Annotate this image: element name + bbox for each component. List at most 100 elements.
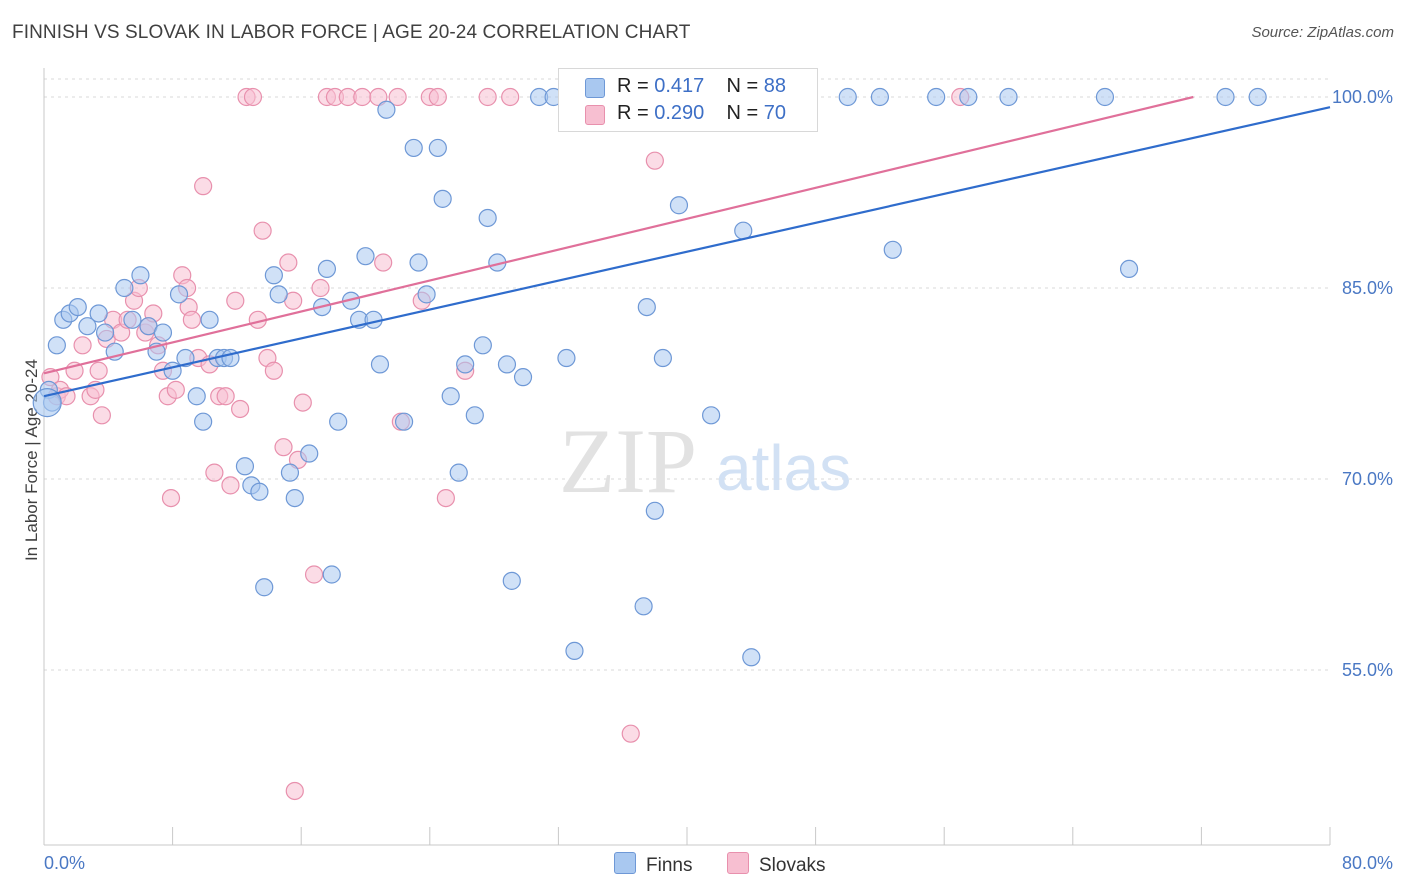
finns-point (883, 240, 902, 259)
finns-point (194, 412, 213, 431)
finns-point (123, 310, 142, 329)
finns-point (742, 648, 761, 667)
y-tick-label: 100.0% (1332, 87, 1393, 107)
finns-point (317, 259, 337, 278)
finns-point (176, 348, 195, 368)
slovaks-point (166, 380, 185, 399)
slovaks-point (182, 310, 201, 329)
finns-point (1248, 87, 1267, 107)
slovaks-point (374, 253, 393, 272)
finns-point (1119, 259, 1139, 278)
slovaks-point (205, 463, 224, 482)
slovaks-point (428, 87, 447, 107)
finns-point (497, 355, 517, 374)
finns-legend-label: Finns (646, 855, 693, 876)
trend-lines (43, 95, 1331, 398)
tick-labels: 55.0% 70.0% 85.0% 100.0% 0.0% 80.0% (44, 87, 1393, 873)
finns-point (187, 387, 206, 406)
y-tick-label: 85.0% (1342, 278, 1393, 298)
slovaks-point (221, 476, 240, 495)
series-legend: Finns Slovaks (0, 850, 1406, 880)
slovaks-point (353, 87, 372, 107)
x-tick-label-max: 80.0% (1342, 853, 1393, 873)
finns-point (645, 501, 664, 520)
finns-point (473, 336, 492, 355)
finns-point (565, 641, 584, 661)
finns-point (95, 323, 115, 342)
finns-point (250, 482, 269, 501)
finns-point (285, 489, 304, 508)
watermark-atlas: atlas (716, 432, 851, 504)
slovaks-point (478, 87, 497, 107)
finns-point (502, 571, 521, 590)
finns-point (280, 463, 300, 482)
finns-point (634, 597, 653, 616)
finns-point (702, 406, 721, 425)
slovaks-point (253, 221, 272, 240)
slovaks-point (645, 151, 664, 170)
finns-point (1095, 87, 1115, 107)
finns-point (89, 304, 108, 323)
finns-point (163, 361, 182, 380)
finns-point (478, 208, 497, 228)
slovaks-point (311, 278, 330, 298)
finns-point (153, 323, 173, 342)
slovaks-swatch (585, 105, 605, 125)
finns-point (269, 285, 288, 304)
source-label: Source: ZipAtlas.com (1251, 24, 1394, 41)
finns-point (838, 87, 857, 107)
finns-point (394, 412, 414, 431)
finns-point (322, 565, 341, 584)
finns-point (78, 317, 97, 336)
finns-point (637, 298, 656, 317)
legend-item-finns: Finns (614, 852, 692, 877)
finns-point (255, 578, 274, 597)
finns-point (47, 336, 66, 355)
slovaks-point (285, 781, 304, 801)
slovaks-point (73, 336, 92, 355)
finns-point (377, 100, 396, 119)
slovaks-point (501, 87, 520, 107)
finns-point (456, 355, 475, 374)
finns-point (169, 285, 189, 304)
slovaks-legend-swatch (727, 852, 749, 874)
finns-point (433, 189, 452, 208)
finns-point (131, 266, 150, 285)
finns-point (356, 247, 375, 266)
finns-point (200, 310, 219, 329)
slovaks-point (264, 361, 283, 380)
finns-point (329, 412, 348, 431)
grid-lines (44, 78, 1330, 671)
slovaks-point (388, 87, 407, 107)
slovaks-point (621, 724, 640, 743)
slovaks-point (226, 291, 245, 310)
finns-point (115, 278, 134, 298)
finns-point (557, 348, 576, 368)
finns-point (235, 457, 255, 476)
slovaks-point (194, 177, 213, 196)
finns-point (300, 444, 319, 463)
finns-stats: R = 0.417 N = 88 (617, 75, 786, 98)
legend-item-slovaks: Slovaks (727, 852, 826, 877)
slovaks-stats: R = 0.290 N = 70 (617, 102, 786, 125)
slovaks-r-label: R = (617, 102, 655, 124)
y-tick-label: 70.0% (1342, 469, 1393, 489)
finns-point (653, 348, 672, 368)
watermark: ZIP atlas (559, 410, 851, 512)
slovaks-point (92, 406, 111, 425)
slovaks-point (279, 253, 298, 272)
finns-r-label: R = (617, 75, 655, 97)
slovaks-point (436, 489, 455, 508)
finns-point (441, 387, 460, 406)
finns-point (959, 87, 978, 107)
finns-point (513, 368, 533, 387)
slovaks-point (161, 489, 181, 508)
finns-point (927, 87, 946, 107)
finns-point (669, 196, 689, 215)
finns-legend-swatch (614, 852, 636, 874)
finns-point (999, 87, 1018, 107)
slovaks-legend-label: Slovaks (759, 855, 826, 876)
finns-r-value: 0.417 (654, 75, 705, 97)
slovaks-point (231, 399, 250, 419)
